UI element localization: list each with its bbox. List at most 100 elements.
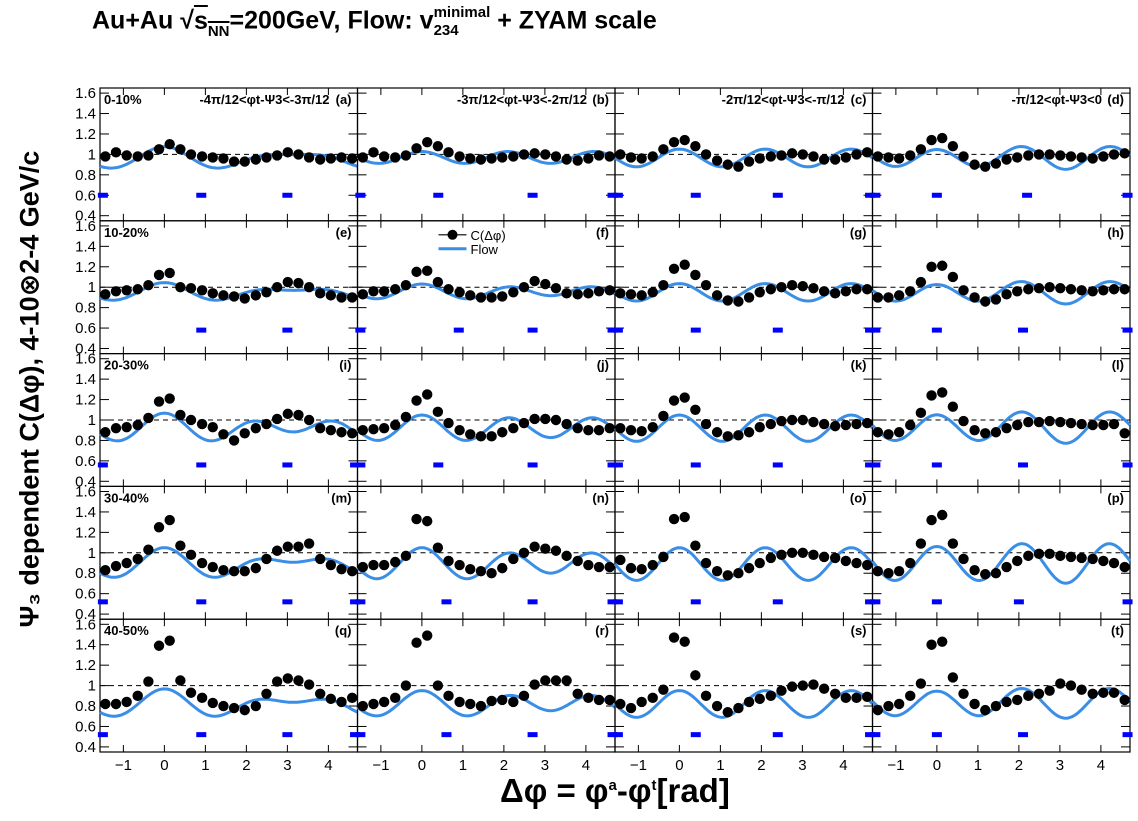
data-point	[540, 413, 551, 425]
data-point	[937, 636, 948, 647]
xlabel-main: Δφ = φ	[500, 772, 609, 809]
data-point	[432, 141, 444, 152]
data-point	[486, 431, 497, 442]
data-point	[250, 700, 262, 712]
legend-flow-label: Flow	[471, 242, 499, 257]
data-point	[1033, 416, 1045, 428]
data-point	[368, 698, 379, 710]
data-point	[218, 290, 229, 301]
data-point	[400, 550, 412, 562]
data-point	[196, 285, 208, 296]
angle-range-label: -4π/12<φt-Ψ3<-3π/12	[199, 92, 329, 107]
y-tick-label: 1.2	[75, 126, 96, 143]
zyam-marker	[772, 599, 783, 605]
data-point	[497, 562, 508, 574]
zyam-marker	[865, 732, 876, 738]
data-point	[465, 290, 476, 301]
zyam-marker	[870, 599, 881, 605]
data-point	[797, 680, 808, 691]
x-tick-label: 4	[324, 757, 332, 774]
data-point	[1044, 548, 1055, 560]
zyam-marker	[772, 327, 783, 333]
data-point	[443, 147, 454, 158]
data-point	[239, 156, 250, 167]
data-point	[861, 417, 873, 429]
data-point	[196, 151, 208, 162]
data-point	[947, 401, 959, 412]
data-point	[271, 150, 283, 161]
y-tick-label: 0.4	[75, 606, 96, 623]
data-point	[990, 294, 1002, 305]
data-point	[958, 285, 969, 296]
data-point	[1023, 416, 1034, 428]
data-point	[647, 692, 658, 704]
data-point	[336, 696, 347, 708]
data-point	[250, 422, 262, 434]
centrality-label: 0-10%	[104, 92, 142, 107]
data-point	[969, 159, 980, 170]
data-point	[818, 551, 830, 563]
zyam-marker	[1122, 732, 1133, 738]
zyam-marker	[527, 599, 538, 605]
xlabel-unit: [rad]	[656, 772, 730, 809]
data-point	[754, 287, 765, 298]
y-tick-label: 0.4	[75, 208, 96, 225]
panel-label: (j)	[597, 358, 609, 373]
zyam-marker	[1122, 192, 1133, 198]
data-point	[711, 290, 723, 301]
x-tick-label: 1	[716, 757, 724, 774]
data-point	[818, 418, 830, 430]
data-point	[1087, 688, 1098, 699]
panel-label: (g)	[850, 225, 867, 240]
data-point	[336, 563, 347, 575]
data-point	[583, 425, 594, 436]
zyam-marker	[931, 192, 942, 198]
panel-m: (m) 30-40% 0.4 0.6 0.8 1 1.2 1.4 1.6	[75, 484, 361, 623]
zyam-marker	[607, 462, 618, 468]
data-point	[518, 690, 530, 702]
data-point	[1087, 553, 1098, 565]
data-point	[314, 553, 326, 565]
flow-curve	[99, 687, 359, 718]
x-tick-label: 1	[201, 757, 209, 774]
data-point	[529, 148, 540, 159]
data-point	[690, 269, 701, 281]
data-point	[647, 151, 658, 162]
data-point	[980, 161, 991, 172]
data-point	[765, 151, 777, 162]
data-point	[390, 284, 401, 295]
data-point	[411, 637, 422, 648]
data-point	[1076, 152, 1087, 163]
data-point	[196, 692, 208, 704]
data-point	[228, 565, 240, 577]
x-tick-label: 1	[974, 757, 982, 774]
data-point	[926, 261, 937, 272]
data-point	[636, 153, 647, 164]
data-point	[1001, 561, 1012, 573]
data-point	[357, 561, 369, 573]
panel-k: (k)	[612, 353, 876, 488]
zyam-marker	[282, 732, 293, 738]
data-point	[175, 144, 186, 155]
y-tick-label: 1.4	[75, 504, 96, 521]
zyam-marker	[772, 732, 783, 738]
data-point	[765, 284, 777, 295]
data-point	[625, 152, 637, 163]
data-point	[690, 141, 701, 152]
data-point	[475, 292, 487, 303]
zyam-marker	[433, 192, 444, 198]
data-point	[711, 565, 723, 577]
data-point	[454, 559, 465, 571]
data-point	[754, 421, 765, 433]
data-point	[239, 293, 250, 304]
zyam-marker	[527, 192, 538, 198]
data-point	[357, 425, 369, 436]
zyam-marker	[1122, 327, 1133, 333]
data-point	[733, 161, 744, 172]
data-point	[121, 557, 132, 569]
data-point	[905, 690, 916, 702]
data-point	[893, 290, 905, 301]
data-point	[851, 149, 862, 160]
data-point	[550, 545, 562, 556]
data-point	[593, 561, 605, 573]
